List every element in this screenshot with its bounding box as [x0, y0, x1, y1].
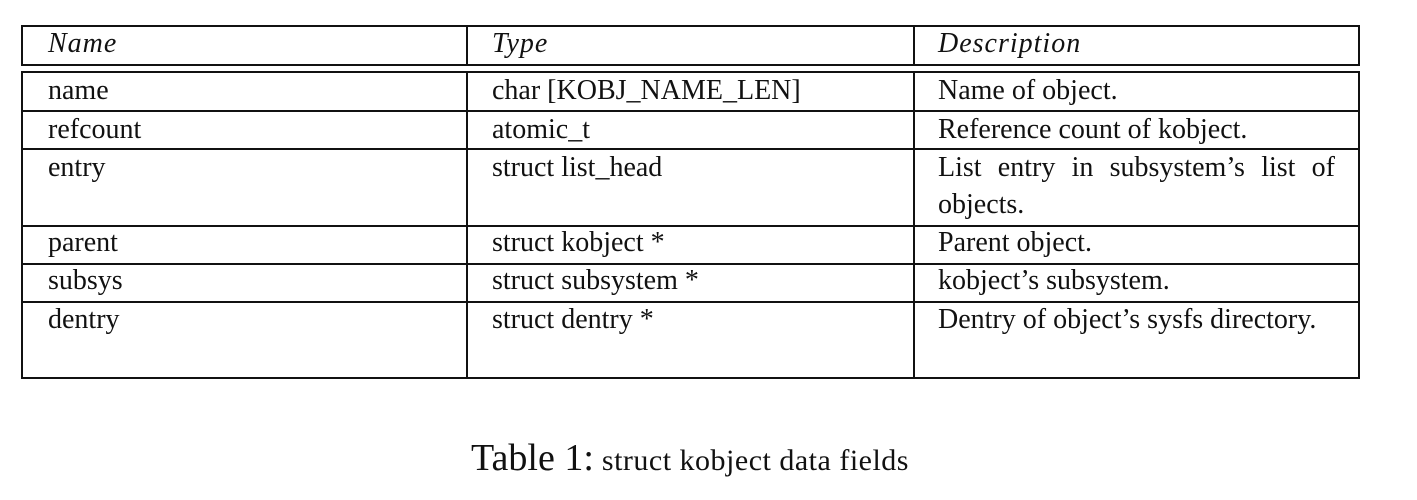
row-parent-field: parent — [48, 227, 118, 258]
header-description: Description — [938, 28, 1082, 59]
table-caption: Table 1: struct kobject data fields — [0, 436, 1380, 480]
row-refcount-description: Reference count of kobject. — [938, 114, 1248, 145]
header-name: Name — [48, 28, 118, 59]
row-name-description: Name of object. — [938, 75, 1118, 106]
row-refcount-type: atomic_t — [492, 114, 590, 145]
row-entry-field: entry — [48, 152, 106, 183]
row-subsys-description: kobject’s subsystem. — [938, 265, 1170, 296]
row-subsys-field: subsys — [48, 265, 123, 296]
row-entry-description: List entry in subsystem’s list of object… — [938, 152, 1335, 220]
caption-label: Table 1: — [471, 437, 594, 479]
row-dentry-type: struct dentry * — [492, 304, 654, 335]
row-subsys-type: struct subsystem * — [492, 265, 699, 296]
row-parent-description: Parent object. — [938, 227, 1092, 258]
row-dentry-description: Dentry of object’s sysfs directory. — [938, 304, 1317, 335]
header-type: Type — [492, 28, 549, 59]
row-entry-type: struct list_head — [492, 152, 663, 183]
row-name-type: char [KOBJ_NAME_LEN] — [492, 75, 801, 106]
row-parent-type: struct kobject * — [492, 227, 665, 258]
row-refcount-field: refcount — [48, 114, 142, 145]
row-dentry-field: dentry — [48, 304, 120, 335]
caption-text: struct kobject data fields — [601, 444, 909, 477]
row-name-field: name — [48, 75, 109, 106]
